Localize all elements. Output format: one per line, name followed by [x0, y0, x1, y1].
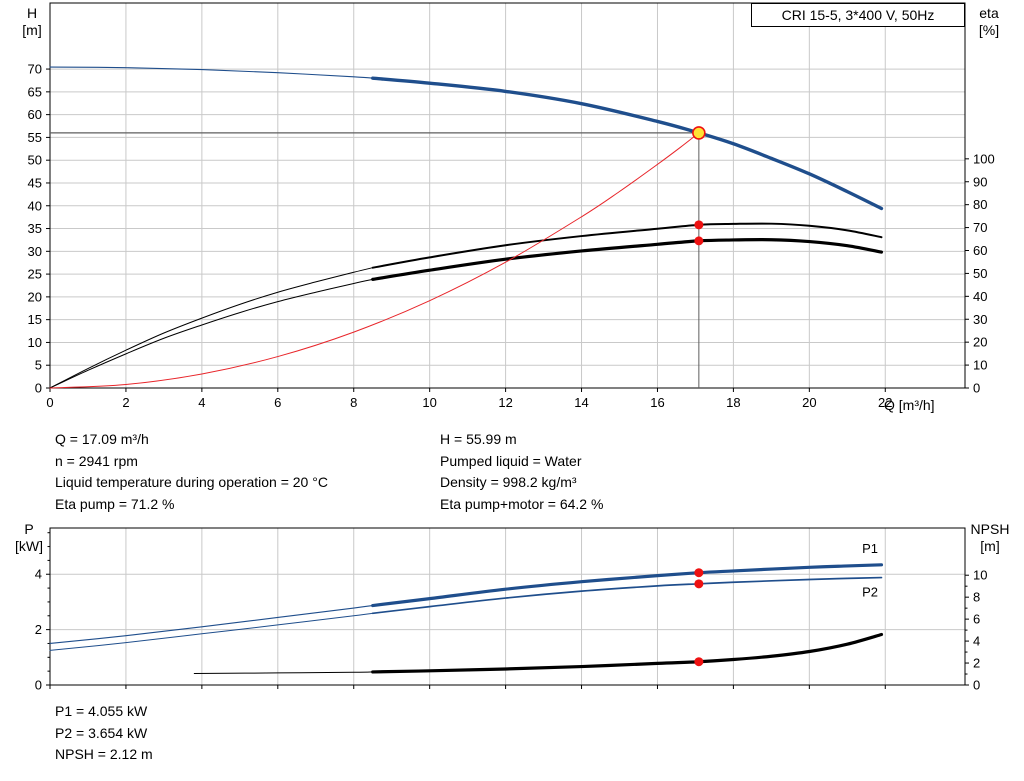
npsh-curve — [371, 632, 884, 674]
y-left-tick-label: 25 — [28, 267, 42, 282]
operating-point[interactable] — [692, 126, 706, 140]
npsh-curve-thin — [193, 671, 374, 674]
y-right-tick-label: 70 — [973, 220, 987, 235]
y-left-tick-label: 40 — [28, 198, 42, 213]
duty-marker — [694, 220, 704, 230]
power-info-block: P1 = 4.055 kW P2 = 3.654 kW NPSH = 2.12 … — [55, 701, 153, 766]
y-left-tick-label: 5 — [35, 358, 42, 373]
y-axis-unit-npsh: [m] — [980, 538, 1000, 554]
duty-info-column-2: H = 55.99 m Pumped liquid = Water Densit… — [440, 429, 603, 515]
y-left-tick-label: 10 — [28, 335, 42, 350]
y-axis-name-power: P — [24, 521, 34, 537]
x-axis-label-flow: Q [m³/h] — [884, 397, 935, 413]
y-right-tick-label: 80 — [973, 197, 987, 212]
x-tick-label: 2 — [122, 395, 129, 410]
x-tick-label: 18 — [726, 395, 740, 410]
x-tick-label: 8 — [350, 395, 357, 410]
x-tick-label: 4 — [198, 395, 205, 410]
y-left-tick-label: 15 — [28, 312, 42, 327]
y-left-tick-label: 0 — [35, 678, 42, 693]
y-axis-label-power: P [kW] — [9, 521, 49, 555]
y-right-tick-label: 20 — [973, 335, 987, 350]
y-left-tick-label: 65 — [28, 84, 42, 99]
info-flow: Q = 17.09 m³/h — [55, 431, 149, 447]
info-eta-pump: Eta pump = 71.2 % — [55, 495, 175, 512]
eta-pump-motor-curve-thin — [49, 278, 374, 389]
y-left-tick-label: 30 — [28, 244, 42, 259]
y-left-tick-label: 60 — [28, 107, 42, 122]
eta-pump-motor-curve — [371, 238, 884, 281]
info-p1: P1 = 4.055 kW — [55, 703, 148, 719]
curve-label-P2: P2 — [862, 584, 878, 599]
info-p2: P2 = 3.654 kW — [55, 724, 148, 741]
y-axis-label-npsh: NPSH [m] — [961, 521, 1019, 555]
y-axis-name-head: H — [26, 5, 38, 21]
y-left-tick-label: 2 — [35, 622, 42, 637]
duty-marker — [694, 579, 704, 589]
x-tick-label: 14 — [574, 395, 588, 410]
info-pumped-liquid: Pumped liquid = Water — [440, 452, 582, 469]
y-axis-label-eta: eta [%] — [971, 5, 1007, 39]
y-axis-unit-head: [m] — [22, 22, 42, 38]
head-curve — [371, 76, 884, 211]
y-left-tick-label: 50 — [28, 153, 42, 168]
x-tick-label: 20 — [802, 395, 816, 410]
duty-marker — [694, 657, 704, 667]
info-head: H = 55.99 m — [440, 431, 517, 447]
y-left-tick-label: 70 — [28, 62, 42, 77]
y-axis-label-head: H [m] — [16, 5, 48, 39]
info-density: Density = 998.2 kg/m³ — [440, 474, 577, 490]
y-right-tick-label: 100 — [973, 151, 995, 166]
eta-pump-curve-thin — [49, 267, 374, 389]
y-left-tick-label: 45 — [28, 175, 42, 190]
y-right-tick-label: 40 — [973, 289, 987, 304]
y-right-tick-label: 0 — [973, 381, 980, 396]
p2-curve — [371, 576, 883, 615]
p2-curve-thin — [49, 612, 374, 651]
y-right-tick-label: 10 — [973, 568, 987, 583]
x-tick-label: 22 — [878, 395, 892, 410]
x-tick-label: 6 — [274, 395, 281, 410]
plot-border-qh — [49, 2, 966, 389]
y-axis-unit-eta: [%] — [978, 22, 1000, 38]
y-right-tick-label: 10 — [973, 358, 987, 373]
y-axis-unit-power: [kW] — [15, 538, 43, 554]
y-left-tick-label: 55 — [28, 130, 42, 145]
y-left-tick-label: 35 — [28, 221, 42, 236]
plot-border-power — [49, 527, 966, 686]
y-axis-name-eta: eta — [979, 5, 999, 21]
duty-info-column-1: Q = 17.09 m³/h n = 2941 rpm Liquid tempe… — [55, 429, 328, 515]
info-speed: n = 2941 rpm — [55, 452, 138, 469]
y-right-tick-label: 2 — [973, 656, 980, 671]
y-left-tick-label: 0 — [35, 381, 42, 396]
system-curve — [49, 132, 700, 389]
info-eta-pump-motor: Eta pump+motor = 64.2 % — [440, 495, 604, 512]
p1-curve-thin — [49, 604, 374, 645]
y-right-tick-label: 4 — [973, 634, 980, 649]
duty-marker — [694, 568, 704, 578]
x-tick-label: 10 — [422, 395, 436, 410]
y-right-tick-label: 60 — [973, 243, 987, 258]
y-axis-name-npsh: NPSH — [970, 521, 1010, 537]
info-liquid-temperature: Liquid temperature during operation = 20… — [55, 474, 328, 490]
y-right-tick-label: 30 — [973, 312, 987, 327]
x-tick-label: 16 — [650, 395, 664, 410]
y-right-tick-label: 6 — [973, 612, 980, 627]
pump-designation: CRI 15-5, 3*400 V, 50Hz — [751, 3, 965, 27]
y-right-tick-label: 0 — [973, 678, 980, 693]
head-curve-thin — [49, 66, 374, 79]
y-right-tick-label: 90 — [973, 174, 987, 189]
curve-label-P1: P1 — [862, 541, 878, 556]
x-tick-label: 12 — [498, 395, 512, 410]
y-left-tick-label: 4 — [35, 567, 42, 582]
p1-curve — [371, 563, 884, 608]
info-npsh: NPSH = 2.12 m — [55, 746, 153, 762]
duty-marker — [694, 236, 704, 246]
x-tick-label: 0 — [46, 395, 53, 410]
y-left-tick-label: 20 — [28, 289, 42, 304]
y-right-tick-label: 50 — [973, 266, 987, 281]
y-right-tick-label: 8 — [973, 590, 980, 605]
